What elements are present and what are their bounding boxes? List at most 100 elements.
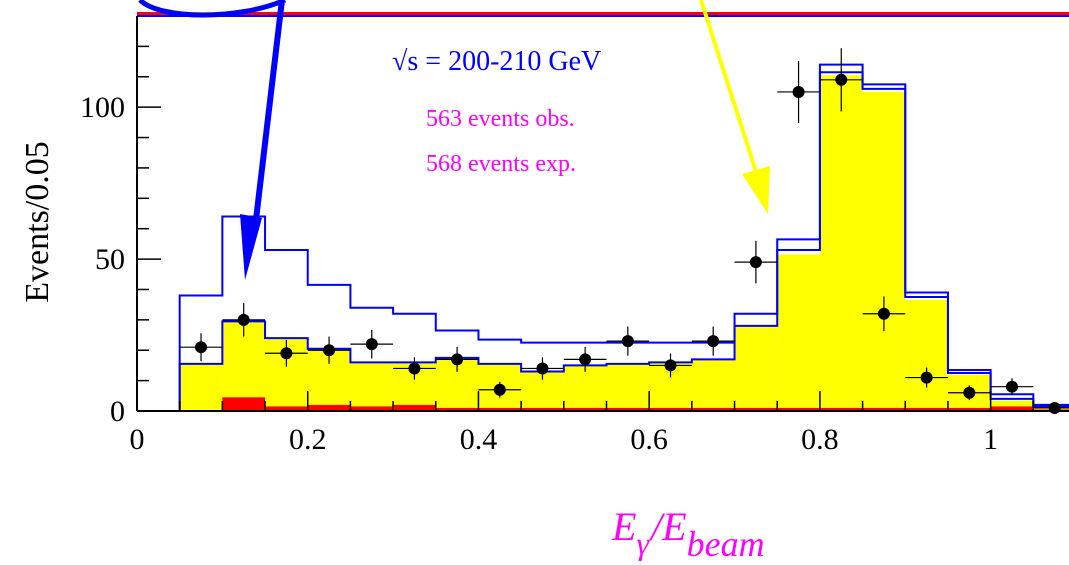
- marker-2: [280, 347, 293, 360]
- data-point-6: [435, 346, 479, 372]
- x-axis-title-slash: /: [649, 504, 666, 549]
- y-tick-label-1: 50: [95, 243, 125, 276]
- x-axis-title-e2: E: [661, 504, 686, 549]
- x-tick-label-3: 0.6: [630, 423, 668, 456]
- data-point-1: [222, 303, 266, 337]
- data-point-17: [905, 367, 948, 388]
- data-points: [179, 48, 1069, 414]
- data-point-10: [606, 326, 650, 356]
- hist-bar-bkg-7: [435, 407, 479, 411]
- marker-10: [621, 335, 634, 348]
- ellipse-fragment: [138, 0, 287, 18]
- arrow-yellow: [699, 0, 770, 214]
- hist-bar-sm-20: [990, 400, 1034, 411]
- data-point-8: [521, 357, 564, 380]
- top-strip-red: [137, 12, 1069, 16]
- expected-label: 568 events exp.: [426, 151, 576, 177]
- data-point-14: [777, 60, 820, 123]
- data-point-0: [179, 333, 223, 362]
- hist-bar-bkg-10: [563, 407, 607, 411]
- marker-20: [1048, 401, 1061, 414]
- observed-label: 563 events obs.: [426, 106, 575, 132]
- marker-13: [749, 256, 762, 269]
- marker-17: [920, 371, 933, 384]
- x-tick-label-2: 0.4: [460, 423, 498, 456]
- hist-bar-sm-11: [606, 363, 650, 411]
- x-tick-label-5: 1: [983, 423, 998, 456]
- marker-15: [835, 73, 848, 86]
- x-axis-title-beam: beam: [687, 524, 765, 564]
- axis-ticks: [136, 45, 1035, 412]
- marker-6: [451, 353, 464, 366]
- data-point-2: [265, 339, 308, 367]
- x-tick-label-4: 0.8: [801, 423, 839, 456]
- hist-bar-bkg-17: [862, 407, 906, 411]
- hist-bar-sm-1: [179, 363, 223, 411]
- data-point-20: [1033, 401, 1069, 414]
- marker-12: [707, 335, 720, 348]
- energy-label: √s = 200-210 GeV: [392, 46, 601, 77]
- hist-bar-bkg-9: [521, 407, 564, 411]
- data-point-19: [990, 378, 1034, 396]
- marker-7: [493, 383, 506, 396]
- x-tick-label-1: 0.2: [289, 423, 327, 456]
- x-axis-title-e: E: [611, 504, 636, 549]
- marker-1: [237, 313, 250, 326]
- hist-bar-bkg-2: [222, 397, 266, 411]
- hist-bar-bkg-14: [734, 407, 778, 411]
- hist-bar-sm-13: [691, 359, 735, 411]
- hist-bar-bkg-3: [265, 406, 308, 411]
- hist-bar-bkg-4: [307, 404, 351, 411]
- top-strip: [137, 12, 1069, 17]
- data-point-3: [307, 336, 351, 364]
- marker-19: [1005, 380, 1018, 393]
- x-axis-title: Eγ/Ebeam: [611, 504, 765, 564]
- hist-bar-bkg-12: [649, 407, 692, 411]
- data-point-12: [691, 326, 735, 356]
- marker-11: [664, 359, 677, 372]
- data-point-16: [862, 296, 906, 332]
- hist-bar-sm-18: [905, 300, 948, 411]
- hist-bar-bkg-13: [691, 407, 735, 411]
- marker-3: [323, 344, 336, 357]
- data-point-9: [563, 346, 607, 372]
- y-axis-title: Events/0.05: [19, 141, 56, 302]
- data-point-4: [350, 329, 394, 359]
- data-point-15: [819, 48, 863, 112]
- hist-bar-sm-15: [777, 254, 820, 411]
- hist-bar-bkg-6: [393, 404, 436, 411]
- marker-5: [408, 362, 421, 375]
- hist-bar-bkg-19: [947, 407, 991, 411]
- marker-18: [963, 386, 976, 399]
- data-point-18: [947, 385, 991, 401]
- marker-0: [195, 341, 208, 354]
- hist-bar-bkg-20: [990, 406, 1034, 411]
- arrow-blue: [240, 0, 285, 280]
- y-tick-label-2: 100: [80, 91, 125, 124]
- data-point-13: [734, 240, 778, 284]
- tick-labels: 0 0.2 0.4 0.6 0.8 1 0 50 100: [80, 91, 998, 456]
- hist-bar-sm-17: [862, 91, 906, 411]
- sqrt-symbol: √: [392, 46, 408, 77]
- hist-bar-sm-10: [563, 365, 607, 411]
- hist-line-1: [137, 71, 1069, 412]
- histogram-fills: [179, 75, 1069, 411]
- y-tick-label-0: 0: [110, 395, 125, 428]
- hist-bar-sm-5: [350, 362, 394, 411]
- marker-4: [365, 338, 378, 351]
- hist-bar-bkg-11: [606, 407, 650, 411]
- x-tick-label-0: 0: [130, 423, 145, 456]
- hist-bar-bkg-8: [478, 407, 522, 411]
- marker-14: [792, 85, 805, 98]
- data-point-7: [478, 381, 522, 398]
- marker-9: [579, 353, 592, 366]
- data-point-11: [649, 353, 692, 378]
- hist-bar-bkg-5: [350, 406, 394, 411]
- hist-bar-sm-16: [819, 75, 863, 411]
- data-point-5: [393, 357, 436, 380]
- hist-bar-bkg-18: [905, 407, 948, 411]
- marker-8: [536, 362, 549, 375]
- hist-bar-bkg-16: [819, 407, 863, 411]
- histogram-lines: [137, 63, 1069, 412]
